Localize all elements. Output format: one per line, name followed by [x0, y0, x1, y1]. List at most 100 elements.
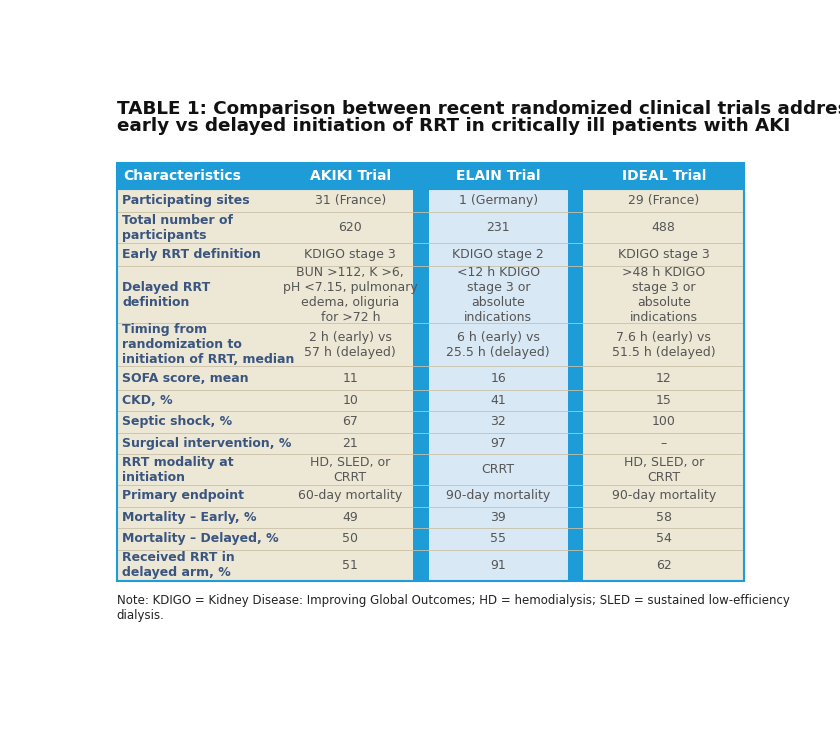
Bar — [583, 324, 744, 367]
Bar — [287, 266, 413, 324]
Bar — [568, 528, 583, 550]
Bar — [568, 213, 583, 243]
Text: CRRT: CRRT — [482, 464, 515, 476]
Text: HD, SLED, or
CRRT: HD, SLED, or CRRT — [623, 455, 704, 484]
Text: SOFA score, mean: SOFA score, mean — [122, 371, 249, 385]
Bar — [117, 550, 287, 580]
Text: 50: 50 — [342, 533, 359, 545]
Bar — [287, 390, 413, 411]
Bar — [287, 243, 413, 266]
Text: 32: 32 — [491, 415, 507, 429]
Text: 29 (France): 29 (France) — [628, 194, 700, 208]
Text: 39: 39 — [491, 511, 507, 524]
Text: Surgical intervention, %: Surgical intervention, % — [122, 437, 291, 450]
Bar — [429, 390, 568, 411]
Bar — [429, 455, 568, 485]
Bar — [429, 485, 568, 507]
Bar — [413, 433, 429, 455]
Bar — [568, 243, 583, 266]
Text: 97: 97 — [491, 437, 507, 450]
Text: 41: 41 — [491, 394, 507, 407]
Bar — [117, 324, 287, 367]
Bar — [287, 367, 413, 390]
Bar — [583, 433, 744, 455]
Bar — [413, 190, 429, 213]
Text: 1 (Germany): 1 (Germany) — [459, 194, 538, 208]
Text: >48 h KDIGO
stage 3 or
absolute
indications: >48 h KDIGO stage 3 or absolute indicati… — [622, 266, 706, 324]
Bar — [287, 550, 413, 580]
Bar — [583, 266, 744, 324]
Text: KDIGO stage 3: KDIGO stage 3 — [618, 248, 710, 261]
Text: IDEAL Trial: IDEAL Trial — [622, 170, 706, 183]
Bar — [429, 507, 568, 528]
Bar — [287, 528, 413, 550]
Bar — [429, 243, 568, 266]
Text: 58: 58 — [656, 511, 672, 524]
Text: Mortality – Early, %: Mortality – Early, % — [122, 511, 256, 524]
Text: TABLE 1: Comparison between recent randomized clinical trials addressing: TABLE 1: Comparison between recent rando… — [117, 100, 840, 118]
Bar — [117, 367, 287, 390]
Text: 90-day mortality: 90-day mortality — [612, 490, 716, 502]
Bar — [413, 266, 429, 324]
Text: 60-day mortality: 60-day mortality — [298, 490, 402, 502]
Text: Primary endpoint: Primary endpoint — [122, 490, 244, 502]
Text: 7.6 h (early) vs
51.5 h (delayed): 7.6 h (early) vs 51.5 h (delayed) — [612, 331, 716, 359]
Bar — [287, 485, 413, 507]
Bar — [117, 528, 287, 550]
Text: 16: 16 — [491, 371, 507, 385]
Bar — [413, 390, 429, 411]
Text: 31 (France): 31 (France) — [315, 194, 386, 208]
Text: 15: 15 — [656, 394, 672, 407]
Bar — [413, 528, 429, 550]
Bar — [117, 507, 287, 528]
Bar — [583, 367, 744, 390]
Text: CKD, %: CKD, % — [122, 394, 173, 407]
Bar — [117, 455, 287, 485]
Bar — [568, 550, 583, 580]
Bar — [287, 324, 413, 367]
Bar — [568, 367, 583, 390]
Text: 231: 231 — [486, 222, 510, 234]
Text: 91: 91 — [491, 559, 507, 571]
Bar — [117, 433, 287, 455]
Text: Delayed RRT
definition: Delayed RRT definition — [122, 281, 210, 309]
Text: 21: 21 — [343, 437, 358, 450]
Bar — [413, 243, 429, 266]
Bar — [583, 485, 744, 507]
Text: Received RRT in
delayed arm, %: Received RRT in delayed arm, % — [122, 551, 235, 579]
Bar — [117, 163, 744, 580]
Bar — [583, 213, 744, 243]
Text: Timing from
randomization to
initiation of RRT, median: Timing from randomization to initiation … — [122, 324, 295, 366]
Bar — [429, 528, 568, 550]
Bar — [287, 190, 413, 213]
Text: 55: 55 — [491, 533, 507, 545]
Bar — [413, 550, 429, 580]
Bar — [117, 266, 287, 324]
Bar — [287, 455, 413, 485]
Bar — [568, 485, 583, 507]
Bar — [429, 324, 568, 367]
Text: 90-day mortality: 90-day mortality — [446, 490, 550, 502]
Text: Early RRT definition: Early RRT definition — [122, 248, 261, 261]
Bar — [583, 550, 744, 580]
Text: 54: 54 — [656, 533, 672, 545]
Bar — [568, 266, 583, 324]
Bar — [429, 190, 568, 213]
Bar — [287, 213, 413, 243]
Text: 620: 620 — [339, 222, 362, 234]
Bar — [568, 433, 583, 455]
Bar — [413, 507, 429, 528]
Bar — [117, 190, 287, 213]
Bar — [568, 390, 583, 411]
Bar — [117, 243, 287, 266]
Text: 12: 12 — [656, 371, 672, 385]
Text: 11: 11 — [343, 371, 358, 385]
Text: 2 h (early) vs
57 h (delayed): 2 h (early) vs 57 h (delayed) — [304, 331, 396, 359]
Bar — [117, 390, 287, 411]
Bar — [413, 455, 429, 485]
Bar — [287, 507, 413, 528]
Bar — [413, 324, 429, 367]
Text: Note: KDIGO = Kidney Disease: Improving Global Outcomes; HD = hemodialysis; SLED: Note: KDIGO = Kidney Disease: Improving … — [117, 594, 790, 623]
Text: BUN >112, K >6,
pH <7.15, pulmonary
edema, oliguria
for >72 h: BUN >112, K >6, pH <7.15, pulmonary edem… — [283, 266, 417, 324]
Text: Characteristics: Characteristics — [123, 170, 241, 183]
